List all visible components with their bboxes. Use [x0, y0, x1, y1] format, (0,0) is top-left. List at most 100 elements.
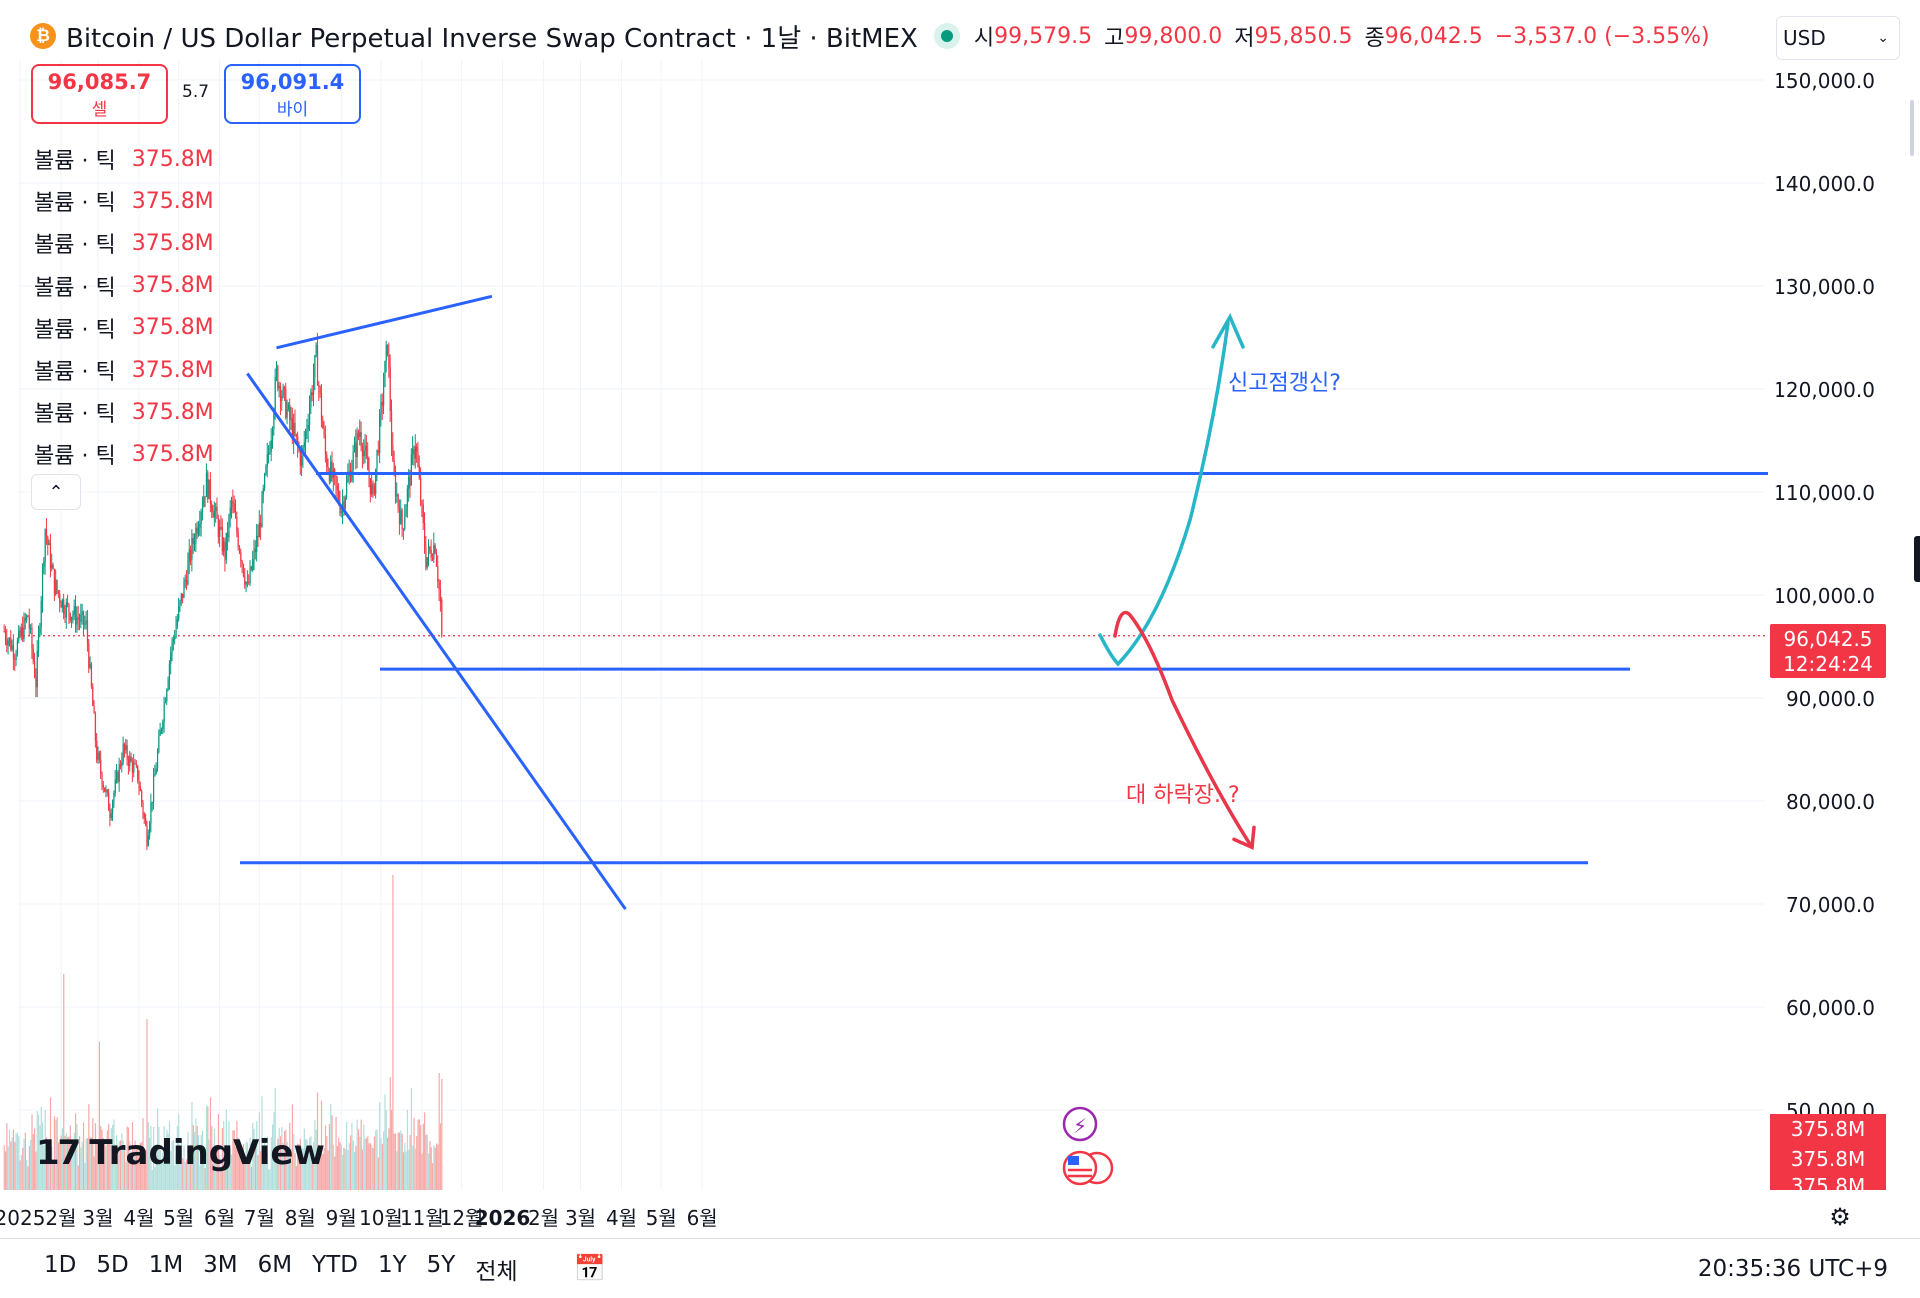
range-1m-button[interactable]: 1M [148, 1251, 184, 1278]
volume-bar [272, 1124, 274, 1190]
candle-body [410, 454, 413, 486]
buy-button[interactable]: 96,091.4 바이 [224, 64, 361, 124]
volume-bar [63, 974, 65, 1190]
settings-gear-icon[interactable]: ⚙ [1829, 1203, 1851, 1231]
side-panel-handle[interactable] [1914, 536, 1920, 582]
candle-body [413, 448, 415, 459]
date-range-icon[interactable]: 📅 [573, 1253, 607, 1284]
volume-bar [373, 1136, 375, 1190]
range-5y-button[interactable]: 5Y [426, 1251, 456, 1278]
volume-bar [242, 1143, 245, 1190]
currency-select[interactable]: USD ⌄ [1776, 16, 1900, 60]
volume-bar [180, 1138, 182, 1190]
market-open-icon[interactable] [933, 23, 960, 49]
candle-body [408, 476, 410, 489]
descending-trendline[interactable] [246, 372, 627, 911]
volume-bar [16, 1132, 19, 1190]
indicator-row[interactable]: 볼륨 · 틱 375.8M [34, 391, 214, 433]
volume-bar [40, 1106, 42, 1190]
indicator-row[interactable]: 볼륨 · 틱 375.8M [34, 222, 214, 264]
range-1y-button[interactable]: 1Y [377, 1251, 407, 1278]
volume-bar [130, 1163, 132, 1190]
lightning-event-marker[interactable] [1062, 1106, 1098, 1142]
volume-bar [433, 1145, 435, 1190]
volume-bar [207, 1106, 209, 1190]
volume-bar [213, 1128, 216, 1190]
candle-body [64, 614, 66, 618]
symbol-title[interactable]: Bitcoin / US Dollar Perpetual Inverse Sw… [66, 23, 918, 54]
range-3m-button[interactable]: 3M [203, 1251, 238, 1278]
candle-body [73, 605, 75, 616]
candle-body [75, 605, 77, 625]
volume-bar [430, 1147, 432, 1190]
indicator-row[interactable]: 볼륨 · 틱 375.8M [34, 349, 214, 391]
y-tick-label: 90,000.0 [1786, 687, 1875, 711]
volume-bar [73, 1132, 75, 1190]
volume-bar [141, 1142, 143, 1190]
trendline-drawings[interactable] [240, 294, 1768, 911]
spread-value: 5.7 [182, 82, 210, 102]
volume-bar [397, 1132, 399, 1190]
candle-body [311, 392, 313, 396]
collapse-legend-button[interactable]: ⌃ [31, 474, 81, 510]
volume-bar [422, 1123, 424, 1190]
candle-body [393, 460, 395, 474]
candle-body [270, 439, 272, 452]
sell-price: 96,085.7 [47, 70, 152, 94]
indicator-row[interactable]: 볼륨 · 틱 375.8M [34, 307, 214, 349]
range-1d-button[interactable]: 1D [44, 1251, 77, 1278]
candle-body [192, 538, 194, 544]
volume-bar [30, 1139, 32, 1190]
volume-bar [53, 1116, 56, 1190]
volume-bar [20, 1155, 23, 1190]
range-ytd-button[interactable]: YTD [312, 1251, 358, 1278]
candle-body [340, 511, 342, 513]
volume-bar [24, 1132, 26, 1190]
volume-bar [164, 1158, 167, 1190]
sell-button[interactable]: 96,085.7 셀 [31, 64, 168, 124]
indicator-row[interactable]: 볼륨 · 틱 375.8M [34, 180, 214, 222]
candle-body [397, 494, 399, 508]
volume-bar [282, 1142, 284, 1190]
sell-label: 셀 [91, 100, 108, 120]
indicator-row[interactable]: 볼륨 · 틱 375.8M [34, 265, 214, 307]
volume-bar [123, 1150, 126, 1190]
chevron-up-icon: ⌃ [48, 481, 64, 503]
x-tick-label: 9월 [326, 1206, 357, 1230]
range-6m-button[interactable]: 6M [257, 1251, 293, 1278]
volume-bar [392, 875, 394, 1190]
candle-body [330, 461, 332, 481]
volume-bar [94, 1123, 97, 1190]
ascending-resistance-line[interactable] [276, 294, 493, 350]
volume-bar [59, 1139, 61, 1190]
candle-body [225, 532, 227, 560]
candle-body [10, 637, 12, 650]
event-markers[interactable]: ⚡ [1062, 1106, 1114, 1186]
scrollbar[interactable] [1910, 100, 1914, 156]
tradingview-logo-text: TradingView [89, 1133, 325, 1173]
candle-body [71, 616, 73, 621]
volume-bar [93, 1156, 95, 1190]
price-chart[interactable]: 신고점갱신? 대 하락장..? 150,000.0 140,000.0 130,00… [0, 0, 1920, 1238]
volume-bar [330, 1103, 332, 1190]
range-5d-button[interactable]: 5D [96, 1251, 129, 1278]
tradingview-logo[interactable]: 17 TradingView [36, 1133, 325, 1173]
indicator-row[interactable]: 볼륨 · 틱 375.8M [34, 138, 214, 180]
candle-body [15, 654, 17, 660]
candle-body [133, 763, 135, 773]
volume-bar [133, 1146, 135, 1190]
range-all-button[interactable]: 전체 [475, 1258, 518, 1285]
y-tick-label: 120,000.0 [1773, 378, 1875, 402]
candle-body [45, 529, 48, 538]
bitcoin-icon: ₿ [30, 23, 56, 49]
indicator-row[interactable]: 볼륨 · 틱 375.8M [34, 433, 214, 475]
candle-body [273, 412, 275, 430]
clock[interactable]: 20:35:36 UTC+9 [1697, 1255, 1888, 1282]
volume-bar [56, 1117, 58, 1190]
candle-body [424, 522, 426, 548]
volume-bar [240, 1146, 242, 1190]
volume-bar [233, 1130, 235, 1190]
volume-bar [315, 1129, 317, 1190]
volume-bar [256, 1120, 258, 1190]
volume-bar [147, 1122, 149, 1190]
